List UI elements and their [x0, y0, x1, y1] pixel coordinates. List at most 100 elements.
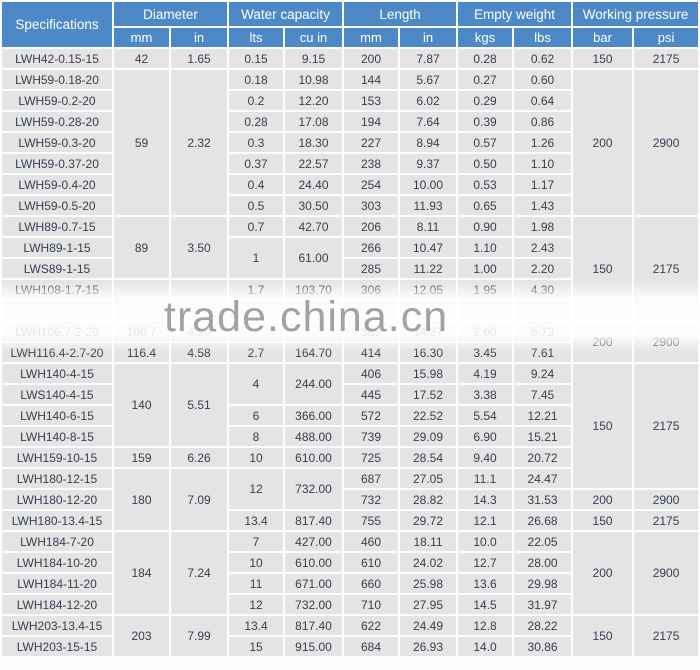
data-cell: 2175 — [634, 217, 699, 320]
data-cell: 238 — [344, 154, 399, 173]
header-units-row: mm in lts cu in mm in kgs lbs bar psi — [2, 28, 699, 47]
table-row: LWH59-0.3-20 0.3 18.30 227 8.94 0.57 1.26 — [2, 133, 698, 152]
spec-cell: LWH59-0.3-20 — [2, 133, 112, 152]
data-cell: 30.86 — [514, 637, 572, 656]
data-cell: 5.51 — [171, 364, 228, 446]
data-cell: 10.0 — [458, 532, 513, 551]
table-row: LWH116.4-2.7-20 116.4 4.58 2.7 164.70 414 16.3… — [2, 343, 698, 362]
data-cell: 9.37 — [400, 154, 457, 173]
data-cell: 488.00 — [285, 427, 343, 446]
data-cell: 6.26 — [171, 448, 228, 467]
data-cell: 14.0 — [458, 637, 513, 656]
spec-cell: LWH59-0.18-20 — [2, 70, 112, 89]
data-cell: 4.19 — [458, 364, 513, 383]
data-cell: 12.20 — [285, 91, 343, 110]
table-row: LWH89-0.7-15 89 3.50 0.7 42.70 206 8.11 0.90 1.9… — [2, 217, 699, 320]
table-row: LWS89-1-15 285 11.22 1.00 2.20 — [2, 259, 698, 278]
data-cell: 31.97 — [514, 595, 572, 614]
data-cell: 710 — [344, 595, 399, 614]
data-cell: 150 — [573, 364, 633, 488]
data-cell: 27.95 — [400, 595, 457, 614]
data-cell: 15 — [229, 637, 284, 656]
data-cell: 0.50 — [458, 154, 513, 173]
unit-header: lbs — [514, 28, 572, 47]
data-cell: 660 — [344, 574, 399, 593]
data-cell: 12.1 — [458, 511, 513, 530]
unit-header: lts — [229, 28, 284, 47]
data-cell: 159 — [114, 448, 169, 467]
data-cell: 684 — [344, 637, 399, 656]
data-cell: 254 — [344, 175, 399, 194]
spec-cell: LWH180-13.4-15 — [2, 511, 112, 530]
table-row: LWH180-13.4-15 13.4 817.40 755 29.72 12.1 26.6… — [2, 511, 699, 530]
data-cell: 12.21 — [514, 406, 572, 425]
spec-cell — [2, 301, 112, 320]
data-cell: 1.26 — [514, 133, 572, 152]
data-cell: 24.02 — [400, 553, 457, 572]
table-row: LWH59-0.5-20 0.5 30.50 303 11.93 0.65 1.43 — [2, 196, 698, 215]
data-cell: 2175 — [634, 511, 699, 530]
table-row: LWH140-4-15 140 5.51 4 244.00 406 15.98 4.19 9.2… — [2, 364, 699, 488]
data-cell: 15.98 — [400, 364, 457, 383]
spec-cell: LWH140-4-15 — [2, 364, 112, 383]
data-cell: 24.47 — [514, 469, 572, 488]
column-header-length: Length — [344, 2, 457, 26]
spec-cell: LWH184-11-20 — [2, 574, 112, 593]
data-cell: 27.05 — [400, 469, 457, 488]
data-cell: 445 — [344, 385, 399, 404]
unit-header: mm — [344, 28, 399, 47]
data-cell — [229, 322, 284, 341]
spec-cell: LWH59-0.5-20 — [2, 196, 112, 215]
data-cell: 0.57 — [458, 133, 513, 152]
data-cell: 0.53 — [458, 175, 513, 194]
table-row: LWH184-10-20 10 610.00 610 24.02 12.7 28.00 — [2, 553, 698, 572]
data-cell: 13.4 — [229, 511, 284, 530]
data-cell: 0.29 — [458, 91, 513, 110]
spec-cell: LWH184-7-20 — [2, 532, 112, 551]
data-cell: 244.00 — [285, 364, 343, 404]
data-cell: 303 — [344, 196, 399, 215]
data-cell: 414 — [344, 343, 399, 362]
data-cell: 2.43 — [514, 238, 572, 257]
data-cell: 42 — [114, 49, 169, 68]
data-cell: 116.4 — [114, 343, 169, 362]
data-cell: 29.72 — [400, 511, 457, 530]
data-cell: 2900 — [634, 322, 699, 362]
data-cell: 755 — [344, 511, 399, 530]
spec-cell: LWH140-8-15 — [2, 427, 112, 446]
table-row: LWH140-8-15 8 488.00 739 29.09 6.90 15.21 — [2, 427, 698, 446]
data-cell: 7.24 — [171, 532, 228, 614]
data-cell: 7.09 — [171, 469, 228, 530]
unit-header: in — [171, 28, 228, 47]
data-cell: 3.38 — [458, 385, 513, 404]
data-cell: 150 — [573, 49, 633, 68]
column-header-diameter: Diameter — [114, 2, 228, 26]
data-cell: 14.37 — [400, 322, 457, 341]
data-cell: 0.28 — [229, 112, 284, 131]
data-cell: 1.00 — [458, 259, 513, 278]
data-cell: 17.52 — [400, 385, 457, 404]
data-cell: 24.49 — [400, 616, 457, 635]
data-cell: 28.82 — [400, 490, 457, 509]
data-cell: 7 — [229, 532, 284, 551]
data-cell: 12 — [229, 595, 284, 614]
data-cell: 915.00 — [285, 637, 343, 656]
data-cell: 7.64 — [400, 112, 457, 131]
spec-cell: LWH106.7-2-20 — [2, 322, 112, 341]
unit-header: psi — [634, 28, 699, 47]
data-cell: 2900 — [634, 532, 699, 614]
data-cell: 7.61 — [514, 343, 572, 362]
spec-cell: LWH203-15-15 — [2, 637, 112, 656]
data-cell: 0.27 — [458, 70, 513, 89]
data-cell: 4.20 — [171, 322, 228, 341]
data-cell: 150 — [573, 616, 633, 656]
spec-cell: LWH108-1.7-15 — [2, 280, 112, 299]
data-cell: 12.7 — [458, 553, 513, 572]
data-cell: 8.94 — [400, 133, 457, 152]
table-row: LWH89-1-15 1 61.00 266 10.47 1.10 2.43 — [2, 238, 698, 278]
data-cell: 103.70 — [285, 280, 343, 299]
data-cell: 11 — [229, 574, 284, 593]
spec-cell: LWH89-0.7-15 — [2, 217, 112, 236]
data-cell: 13.4 — [229, 616, 284, 635]
